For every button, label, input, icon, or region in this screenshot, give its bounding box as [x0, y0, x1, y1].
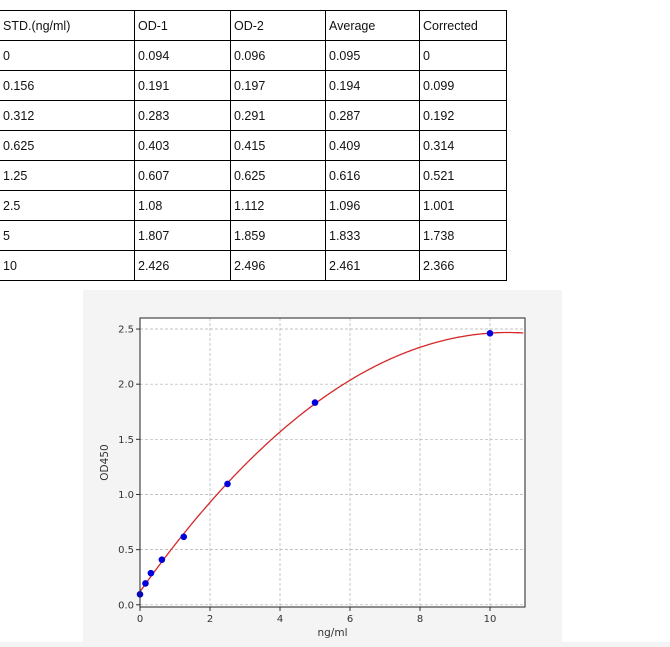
table-cell: 2.461 [325, 250, 420, 281]
y-tick-label: 0.0 [118, 600, 134, 611]
table-cell: 0.291 [230, 100, 326, 131]
table-cell: STD.(ng/ml) [0, 10, 135, 41]
table-row: 10 2.426 2.496 2.461 2.366 [0, 250, 507, 281]
y-tick-label: 0.5 [118, 545, 134, 556]
table-row: 1.25 0.607 0.625 0.616 0.521 [0, 160, 507, 191]
fit-curve [139, 331, 524, 592]
data-point [311, 399, 319, 406]
table-cell: 1.25 [0, 160, 135, 191]
table-row: 2.5 1.08 1.112 1.096 1.001 [0, 190, 507, 221]
x-axis-label: ng/ml [317, 627, 347, 639]
table-cell: 10 [0, 250, 135, 281]
y-tick-label: 2.0 [118, 380, 134, 391]
table-row: 0.156 0.191 0.197 0.194 0.099 [0, 70, 507, 101]
data-point [147, 569, 155, 577]
table-cell: 0.194 [325, 70, 420, 101]
x-tick-label: 2 [207, 614, 213, 625]
table-cell: 0.156 [0, 70, 135, 101]
bottom-strip [0, 642, 670, 647]
table-cell: 2.366 [419, 250, 507, 281]
table-cell: 0.283 [134, 100, 231, 131]
table-row: 0.312 0.283 0.291 0.287 0.192 [0, 100, 507, 131]
table-cell: 1.807 [134, 220, 231, 251]
table-cell: 1.096 [325, 190, 420, 221]
table-cell: 1.738 [419, 220, 507, 251]
table-row: 5 1.807 1.859 1.833 1.738 [0, 220, 507, 251]
plot-area [140, 318, 525, 607]
table-cell: 0.415 [230, 130, 326, 161]
table-cell: 2.426 [134, 250, 231, 281]
y-axis-label: OD450 [99, 444, 111, 480]
table-cell: Average [325, 10, 420, 41]
table-row: 0.625 0.403 0.415 0.409 0.314 [0, 130, 507, 161]
table-cell: 1.08 [134, 190, 231, 221]
y-tick-label: 2.5 [118, 325, 134, 336]
table-cell: 0.099 [419, 70, 507, 101]
y-tick-label: 1.5 [118, 435, 134, 446]
data-point [158, 556, 166, 563]
table-cell: OD-1 [134, 10, 231, 41]
table-cell: 0.094 [134, 40, 231, 71]
data-point [142, 580, 149, 587]
table-cell: 0.625 [0, 130, 135, 161]
data-point [486, 330, 494, 337]
x-tick-label: 6 [347, 614, 353, 625]
table-cell: 1.859 [230, 220, 326, 251]
table-cell: 2.496 [230, 250, 326, 281]
table-cell: 0.197 [230, 70, 326, 101]
plot-frame [139, 317, 526, 608]
x-tick-label: 8 [417, 614, 423, 625]
table-cell: 0.521 [419, 160, 507, 191]
table-cell: 1.001 [419, 190, 507, 221]
table-cell: 0.607 [134, 160, 231, 191]
standard-table: STD.(ng/ml) OD-1 OD-2 Average Corrected 0 0.09… [0, 10, 507, 281]
data-point [224, 480, 231, 488]
x-tick-label: 10 [484, 614, 497, 625]
x-tick-label: 4 [277, 614, 283, 625]
y-tick-label: 1.0 [118, 490, 134, 501]
x-tick-label: 0 [137, 614, 143, 625]
table-cell: 0 [419, 40, 507, 71]
table-cell: 0.312 [0, 100, 135, 131]
data-point [180, 533, 188, 541]
table-cell: 0.287 [325, 100, 420, 131]
table-cell: 0.616 [325, 160, 420, 191]
